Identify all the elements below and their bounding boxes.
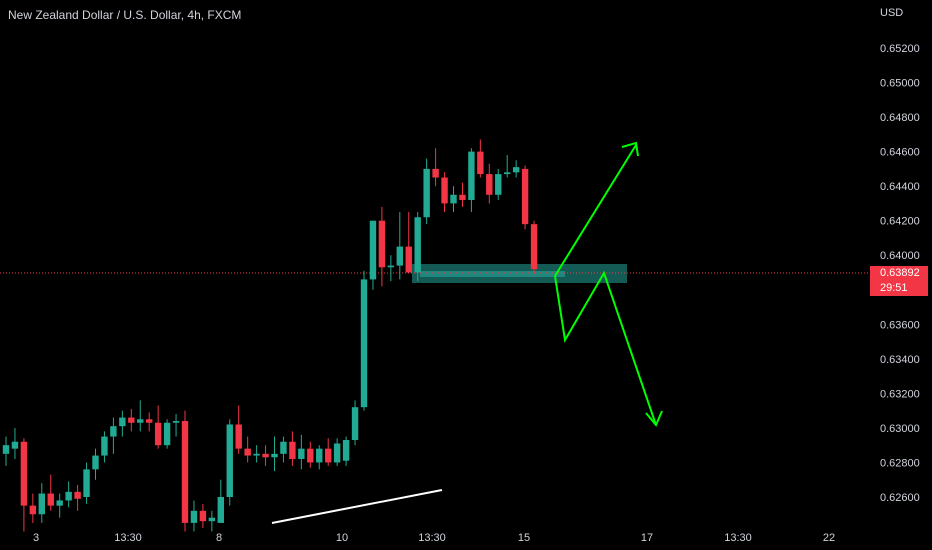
price-axis: USD 0.65200 0.65000 0.64800 0.64600 0.64400 0.… <box>880 7 920 504</box>
candle-body <box>29 505 37 515</box>
candle-body <box>504 172 511 175</box>
bearish-arrow-head <box>645 410 663 427</box>
candle-body <box>486 174 493 195</box>
candle-body <box>154 422 162 446</box>
candle-body <box>172 421 180 423</box>
time-tick-label: 22 <box>823 532 835 544</box>
candle-body <box>119 417 126 427</box>
time-tick-label: 13:30 <box>114 532 142 544</box>
price-tick-label: 0.62800 <box>880 457 920 469</box>
price-tick-label: 0.63200 <box>880 388 920 400</box>
candle-body <box>459 194 466 200</box>
candle-body <box>235 424 242 449</box>
time-axis: 3 13:30 8 10 13:30 15 17 13:30 22 <box>33 532 835 544</box>
candle-body <box>2 445 10 454</box>
candle-body <box>477 151 484 175</box>
chart-title: New Zealand Dollar / U.S. Dollar, 4h, FX… <box>8 8 242 22</box>
candle-body <box>20 441 28 506</box>
candle-body <box>217 497 224 523</box>
candle-body <box>530 224 538 270</box>
candle-body <box>396 246 403 266</box>
candle-body <box>468 151 475 200</box>
candle-body <box>146 419 153 423</box>
candle-body <box>450 194 457 204</box>
price-tick-label: 0.64400 <box>880 181 920 193</box>
time-tick-label: 13:30 <box>418 532 446 544</box>
candle-body <box>495 174 502 195</box>
candles-layer <box>2 139 538 532</box>
candle-body <box>163 422 171 446</box>
candle-body <box>342 440 350 461</box>
candle-body <box>244 448 251 456</box>
current-price-value: 0.63892 <box>880 267 920 279</box>
candle-body <box>110 426 117 437</box>
candle-body <box>271 453 278 458</box>
time-tick-label: 10 <box>336 532 348 544</box>
candle-body <box>360 279 368 408</box>
candle-body <box>369 220 377 280</box>
candle-body <box>441 177 448 204</box>
candle-body <box>253 453 260 456</box>
price-tick-label: 0.63600 <box>880 319 920 331</box>
candle-body <box>405 246 412 273</box>
candle-body <box>325 448 332 463</box>
price-tick-label: 0.62600 <box>880 492 920 504</box>
candle-body <box>316 448 323 463</box>
time-tick-label: 3 <box>33 532 39 544</box>
candle-countdown: 29:51 <box>880 282 908 294</box>
price-tick-label: 0.64000 <box>880 250 920 262</box>
price-tick-label: 0.64800 <box>880 112 920 124</box>
bullish-arrow-head <box>621 141 639 157</box>
candle-body <box>414 217 421 273</box>
candle-body <box>432 168 439 178</box>
candle-body <box>521 168 529 225</box>
candle-body <box>280 441 287 454</box>
candle-body <box>190 510 198 523</box>
candle-body <box>56 500 63 506</box>
price-tick-label: 0.64200 <box>880 216 920 228</box>
candle-body <box>387 265 395 268</box>
time-tick-label: 8 <box>216 532 222 544</box>
candle-body <box>226 424 233 497</box>
bullish-arrow-line <box>554 144 637 277</box>
support-zone-inner <box>420 271 565 277</box>
candle-body <box>83 469 90 497</box>
price-tick-label: 0.64600 <box>880 147 920 159</box>
candle-body <box>47 493 54 506</box>
price-tick-label: 0.63400 <box>880 354 920 366</box>
price-axis-currency: USD <box>880 7 903 19</box>
candle-body <box>74 491 81 499</box>
candle-body <box>262 453 269 458</box>
candle-body <box>512 167 520 173</box>
candle-body <box>378 220 386 268</box>
price-tick-label: 0.65200 <box>880 43 920 55</box>
candle-body <box>11 441 19 449</box>
candle-body <box>333 443 341 463</box>
time-tick-label: 17 <box>641 532 653 544</box>
candle-body <box>423 168 430 218</box>
candle-body <box>199 510 207 522</box>
time-tick-label: 13:30 <box>724 532 752 544</box>
candle-body <box>289 441 296 460</box>
price-tick-label: 0.63000 <box>880 423 920 435</box>
annotation-layer <box>271 141 663 524</box>
candle-body <box>351 407 359 441</box>
candle-body <box>208 517 216 522</box>
candle-body <box>38 493 45 515</box>
drawings-layer <box>0 264 868 283</box>
candle-body <box>307 448 314 463</box>
bearish-arrow-line <box>554 270 657 426</box>
candle-body <box>298 448 305 460</box>
candle-body <box>92 455 99 470</box>
candle-body <box>181 421 189 523</box>
candle-body <box>137 419 144 423</box>
candle-body <box>65 491 72 501</box>
candle-body <box>101 436 108 456</box>
trendline <box>271 489 443 524</box>
candle-body <box>128 417 135 423</box>
time-tick-label: 15 <box>518 532 530 544</box>
current-price-badge: 0.63892 29:51 <box>870 266 928 296</box>
price-tick-label: 0.65000 <box>880 78 920 90</box>
